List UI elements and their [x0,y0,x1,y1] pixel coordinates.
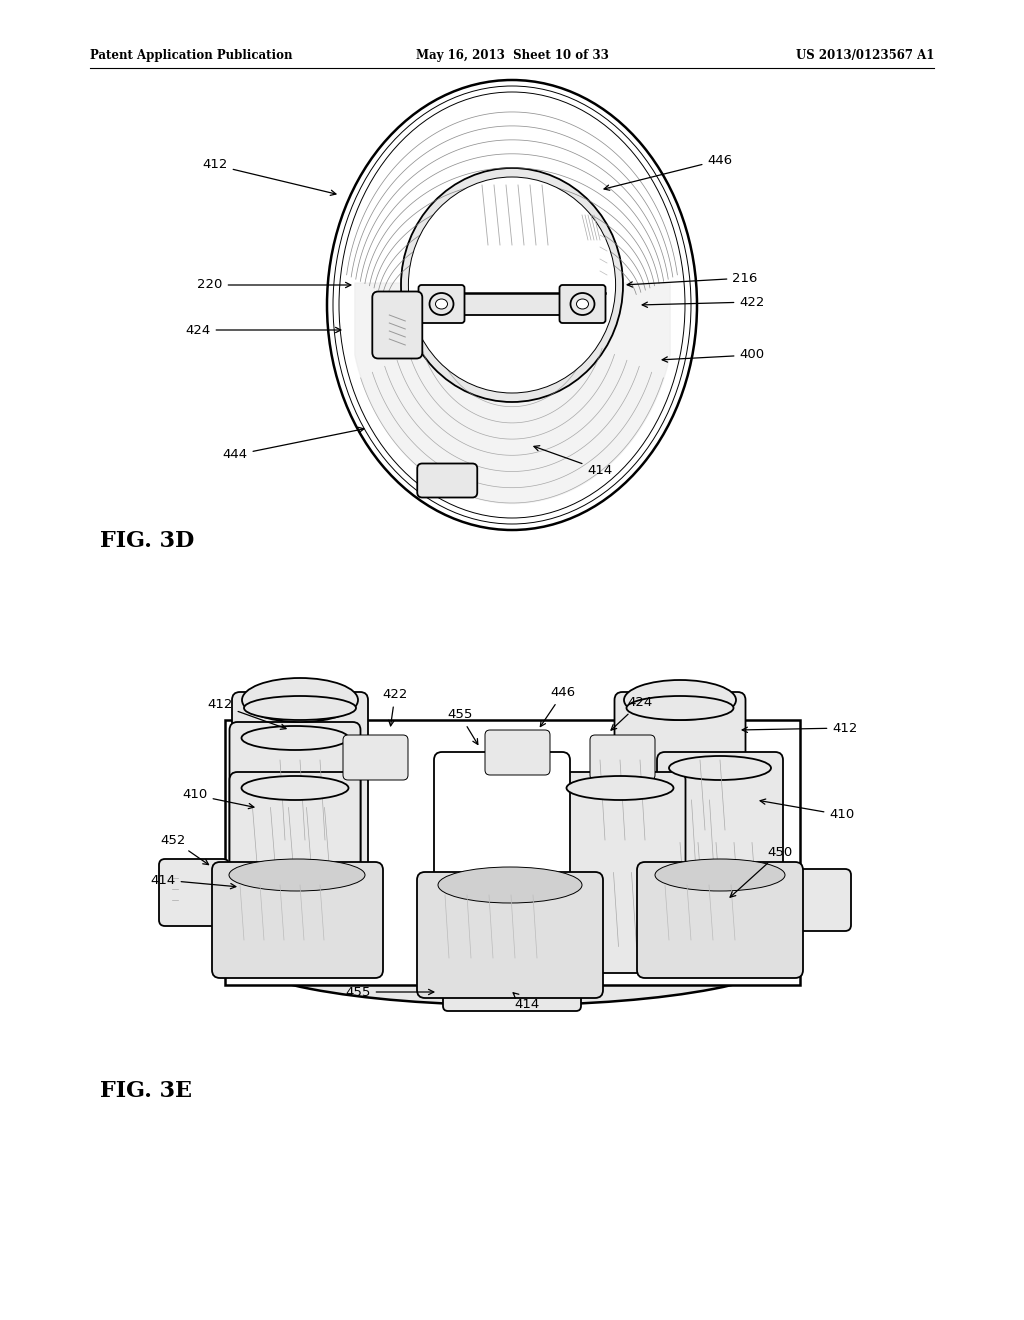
Text: US 2013/0123567 A1: US 2013/0123567 A1 [796,49,934,62]
Text: FIG. 3E: FIG. 3E [100,1080,193,1102]
Text: 444: 444 [222,428,364,462]
Ellipse shape [435,300,447,309]
Text: 422: 422 [382,689,408,726]
Text: May 16, 2013  Sheet 10 of 33: May 16, 2013 Sheet 10 of 33 [416,49,608,62]
Text: 455: 455 [345,986,434,998]
FancyBboxPatch shape [343,735,408,780]
Ellipse shape [327,81,697,531]
FancyBboxPatch shape [590,735,655,780]
Text: 424: 424 [611,697,652,730]
Text: 414: 414 [151,874,236,888]
Text: Patent Application Publication: Patent Application Publication [90,49,293,62]
FancyBboxPatch shape [555,772,685,973]
Text: 414: 414 [513,993,540,1011]
Text: 410: 410 [182,788,254,809]
Ellipse shape [244,696,356,719]
Ellipse shape [570,293,595,315]
FancyBboxPatch shape [417,463,477,498]
Text: 455: 455 [447,709,478,744]
FancyBboxPatch shape [637,862,803,978]
Polygon shape [225,719,800,985]
FancyBboxPatch shape [373,292,422,359]
Ellipse shape [566,776,674,800]
FancyBboxPatch shape [559,285,605,323]
Text: 216: 216 [627,272,758,286]
Ellipse shape [438,867,582,903]
FancyBboxPatch shape [212,862,383,978]
FancyBboxPatch shape [485,730,550,775]
FancyBboxPatch shape [614,692,745,908]
Ellipse shape [669,756,771,780]
Ellipse shape [242,726,348,750]
Ellipse shape [624,680,736,719]
Text: 452: 452 [161,833,209,865]
Ellipse shape [229,859,365,891]
Text: 412: 412 [742,722,858,734]
FancyBboxPatch shape [443,973,581,1011]
Text: 424: 424 [185,323,341,337]
Ellipse shape [242,678,358,722]
Ellipse shape [577,300,589,309]
Ellipse shape [429,293,454,315]
FancyBboxPatch shape [420,293,604,315]
Text: 414: 414 [534,446,612,477]
Text: 450: 450 [730,846,793,898]
FancyBboxPatch shape [229,722,360,894]
FancyBboxPatch shape [229,772,360,973]
Ellipse shape [409,177,615,393]
Text: 446: 446 [541,686,575,726]
Text: FIG. 3D: FIG. 3D [100,531,195,552]
Ellipse shape [627,696,733,719]
FancyBboxPatch shape [434,752,570,939]
FancyBboxPatch shape [657,752,783,933]
FancyBboxPatch shape [159,859,229,927]
Text: 220: 220 [198,279,351,292]
FancyBboxPatch shape [419,285,465,323]
Ellipse shape [227,895,797,1005]
Ellipse shape [401,168,623,403]
Text: 412: 412 [207,698,286,730]
Ellipse shape [242,776,348,800]
FancyBboxPatch shape [417,873,603,998]
Text: 446: 446 [604,153,732,190]
FancyBboxPatch shape [784,869,851,931]
Text: 412: 412 [203,158,336,195]
Text: 400: 400 [663,348,765,362]
Ellipse shape [655,859,785,891]
Text: 422: 422 [642,296,765,309]
Text: 410: 410 [760,799,855,821]
FancyBboxPatch shape [232,692,368,928]
